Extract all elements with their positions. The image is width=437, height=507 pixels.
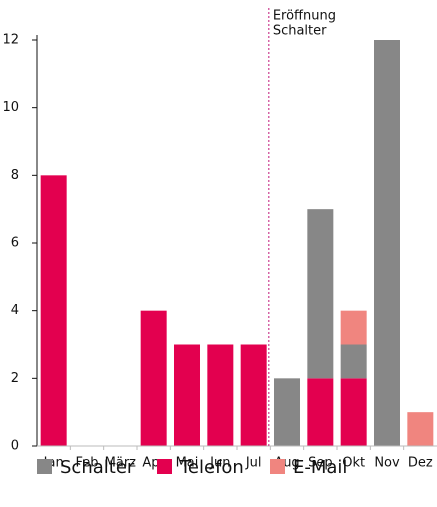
- bar-segment: [340, 344, 367, 379]
- bar-segment: [274, 378, 300, 446]
- x-tick-label: Jul: [245, 456, 262, 471]
- legend-label: Telefon: [179, 457, 244, 478]
- y-tick-label: 4: [11, 303, 19, 318]
- y-tick-label: 8: [11, 168, 19, 183]
- legend-swatch: [37, 459, 52, 474]
- annotation-text: Schalter: [273, 24, 327, 39]
- x-tick-label: Nov: [374, 456, 400, 471]
- legend-swatch: [157, 459, 172, 474]
- bar-segment: [407, 412, 434, 446]
- bar-segment: [174, 344, 200, 446]
- bar-segment: [340, 310, 367, 345]
- x-tick-label: Dez: [408, 456, 433, 471]
- y-tick-label: 6: [11, 236, 19, 251]
- legend-swatch: [270, 459, 285, 474]
- annotation-text: Eröffnung: [273, 9, 336, 24]
- x-tick-label: Jun: [209, 456, 230, 471]
- legend-label: Schalter: [60, 457, 135, 478]
- bar-segment: [307, 209, 334, 379]
- y-tick-label: 2: [11, 371, 19, 386]
- bar-segment: [307, 378, 334, 446]
- bar-segment: [207, 344, 234, 446]
- x-tick-label: Mai: [176, 456, 199, 471]
- bar-segment: [240, 344, 267, 446]
- x-tick-label: Sep: [308, 456, 333, 471]
- y-tick-label: 12: [2, 33, 19, 48]
- bar-segment: [140, 310, 167, 446]
- bar-segment: [340, 378, 367, 446]
- legend-label: E-Mail: [293, 457, 347, 478]
- y-tick-label: 0: [11, 439, 19, 454]
- y-tick-label: 10: [2, 100, 19, 115]
- x-tick-label: Okt: [342, 456, 365, 471]
- x-tick-label: Feb: [75, 456, 98, 471]
- bar-segment: [374, 40, 400, 446]
- bar-segment: [40, 175, 67, 447]
- x-tick-label: März: [105, 456, 137, 471]
